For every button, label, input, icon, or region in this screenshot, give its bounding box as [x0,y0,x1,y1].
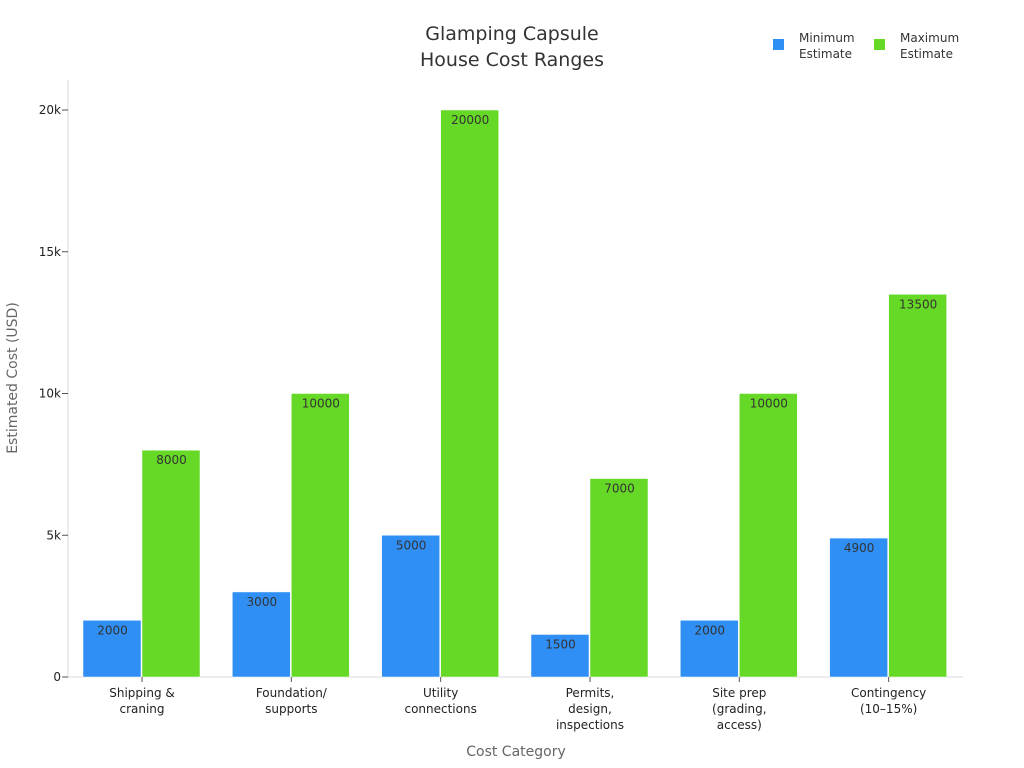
category-label: Site prep [712,686,766,700]
bar-minimum-estimate [82,620,142,678]
bar-data-label: 20000 [451,113,489,127]
bar-data-label: 10000 [750,397,788,411]
bar-data-label: 3000 [247,595,278,609]
bar-data-label: 5000 [396,538,427,552]
bar-data-label: 7000 [604,482,635,496]
category-label: supports [265,702,317,716]
bar-data-label: 13500 [899,297,937,311]
bar-data-label: 10000 [302,397,340,411]
bar-maximum-estimate [141,449,201,678]
category-label: craning [119,702,164,716]
category-label: Foundation/ [256,686,328,700]
bar-data-label: 4900 [844,541,875,555]
bar-minimum-estimate [232,591,291,678]
chart-title-line: Glamping Capsule [425,23,599,45]
legend-swatch [874,39,885,50]
y-tick-label: 10k [39,387,61,401]
legend-label: Maximum [900,31,959,45]
y-tick-label: 5k [46,528,61,542]
bar-data-label: 2000 [97,623,128,637]
legend-swatch [773,39,784,50]
chart-title: Glamping Capsule House Cost Ranges [420,23,604,71]
bar-maximum-estimate [888,294,947,678]
category-label: inspections [556,718,624,732]
x-axis-title: Cost Category [466,744,566,760]
bar-minimum-estimate [680,620,739,678]
category-label: connections [404,702,476,716]
category-label: Shipping & [109,686,175,700]
chart-legend: Minimum Estimate Maximum Estimate [773,31,959,61]
category-axis-labels: Shipping & craning Foundation/supports Util… [109,677,926,732]
chart-title-line: House Cost Ranges [420,49,604,71]
bar-minimum-estimate [530,634,590,678]
category-label: (grading, [712,702,767,716]
bar-data-label: 1500 [545,637,576,651]
legend-label: Estimate [799,47,852,61]
category-label: access) [717,718,762,732]
bar-data-label: 2000 [695,623,726,637]
bar-maximum-estimate [291,393,350,678]
legend-label: Estimate [900,47,953,61]
y-tick-label: 15k [39,245,61,259]
category-label: Contingency [851,686,926,700]
bar-maximum-estimate [440,109,499,678]
chart-bars [82,109,947,678]
y-axis-title: Estimated Cost (USD) [5,302,21,454]
category-label: (10–15%) [860,702,917,716]
chart-axes: 0 5k 10k 15k 20k [39,80,963,684]
bar-data-label: 8000 [156,453,187,467]
y-tick-label: 0 [53,670,61,684]
legend-label: Minimum [799,31,855,45]
category-label: Permits, [566,686,615,700]
category-label: Utility [423,686,458,700]
bar-maximum-estimate [589,478,649,678]
category-label: design, [568,702,612,716]
bar-maximum-estimate [739,393,798,678]
bar-minimum-estimate [381,535,440,678]
bar-minimum-estimate [829,537,888,678]
y-tick-label: 20k [39,103,61,117]
chart-data-labels: 2000 8000 3000 10000 5000 20000 1500 7000 2000 10… [97,113,937,651]
